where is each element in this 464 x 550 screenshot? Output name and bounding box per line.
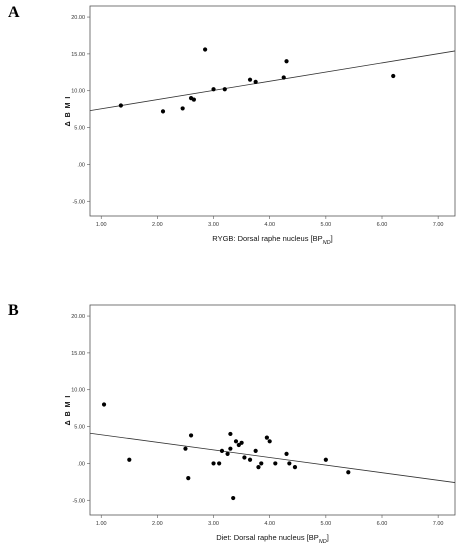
- panel-b-ytick-label: 15.00: [71, 351, 85, 357]
- panel-b-data-point: [188, 433, 194, 438]
- panel-b-data-point: [228, 446, 233, 451]
- panel-a-xtick-label: 2.00: [152, 222, 163, 228]
- panel-b-data-point: [284, 451, 289, 456]
- panel-b-data-point: [292, 465, 298, 470]
- panel-a-ytick-label: 15.00: [71, 52, 85, 58]
- panel-b-ytick-label: 10.00: [71, 388, 85, 394]
- panel-b-data-point: [346, 470, 351, 475]
- panel-b-data-point: [219, 448, 225, 453]
- panel-b-data-point: [231, 495, 236, 501]
- panel-a-ytick-label: .00: [77, 162, 85, 168]
- panel-b-data-point: [287, 461, 292, 466]
- panel-b-data-point: [236, 442, 241, 448]
- panel-b-fit-line: [89, 432, 456, 483]
- panel-b-data-point: [225, 451, 230, 456]
- panel-a-xtick-label: 6.00: [377, 222, 388, 228]
- panel-b-xtick-label: 2.00: [152, 521, 163, 527]
- panel-a-ytick-label: -5.00: [72, 199, 85, 205]
- panel-a-data-point: [191, 97, 196, 102]
- panel-a-xtick-label: 4.00: [264, 222, 275, 228]
- panel-b-xtick-label: 1.00: [96, 521, 107, 527]
- panel-b-xtick-label: 4.00: [264, 521, 275, 527]
- panel-b-data-point: [101, 402, 107, 407]
- panel-a-xtick-label: 1.00: [96, 222, 107, 228]
- panel-b-letter: B: [8, 302, 19, 319]
- panel-a-data-point: [222, 87, 227, 92]
- panel-b-data-point: [183, 446, 188, 451]
- panel-b-data-point: [233, 439, 239, 444]
- panel-b-ytick-label: .00: [77, 461, 85, 467]
- panel-a-plot-frame: [89, 5, 456, 217]
- panel-a-ytick-label: 20.00: [71, 15, 85, 21]
- panel-b-data-point: [273, 461, 278, 466]
- panel-a-xtick-label: 3.00: [208, 222, 219, 228]
- panel-b-data-point: [228, 431, 233, 437]
- panel-a-data-point: [180, 106, 185, 111]
- panel-b-data-point: [247, 457, 253, 462]
- panel-a-letter: A: [8, 4, 20, 21]
- panel-b-data-point: [256, 465, 261, 470]
- panel-a-xtick-label: 5.00: [320, 222, 331, 228]
- panel-b-data-point: [264, 435, 269, 440]
- panel-b-data-point: [127, 457, 132, 462]
- panel-b-xtick-label: 5.00: [320, 521, 331, 527]
- panel-b-data-point: [239, 440, 244, 445]
- panel-a-fit-line: [89, 50, 456, 112]
- panel-b-data-point: [217, 461, 222, 466]
- panel-a-data-point: [211, 87, 216, 92]
- panel-a-data-point: [118, 103, 123, 108]
- panel-a-ytick-label: 10.00: [71, 89, 85, 95]
- panel-a-ytick-label: 5.00: [74, 126, 85, 132]
- panel-b-y-axis-label: Δ B M I: [65, 395, 72, 426]
- panel-b-ytick-label: 20.00: [71, 314, 85, 320]
- panel-b-plot-frame: [89, 304, 456, 516]
- panel-b-data-point: [323, 457, 328, 462]
- panel-b-data-point: [186, 476, 191, 481]
- panel-a-data-point: [391, 73, 396, 79]
- panel-a-data-point: [253, 79, 258, 84]
- panel-a-x-axis-label: RYGB: Dorsal raphe nucleus [BPND]: [212, 234, 332, 246]
- panel-a-data-point: [281, 75, 286, 80]
- panel-a-data-point: [247, 77, 253, 82]
- panel-a-y-axis-label: Δ B M I: [65, 96, 72, 127]
- panel-a-xtick-label: 7.00: [433, 222, 444, 228]
- panel-b-xtick-label: 6.00: [377, 521, 388, 527]
- panel-b-xtick-label: 3.00: [208, 521, 219, 527]
- panel-b-ytick-label: 5.00: [74, 425, 85, 431]
- panel-b-data-point: [259, 461, 264, 466]
- panel-b-data-point: [253, 448, 258, 453]
- panel-b-ytick-label: -5.00: [72, 498, 85, 504]
- panel-a-data-point: [203, 47, 208, 52]
- panel-b-xtick-label: 7.00: [433, 521, 444, 527]
- panel-b-data-point: [211, 461, 216, 466]
- panel-b-data-point: [267, 439, 272, 444]
- panel-b-data-point: [242, 455, 247, 460]
- panel-a-data-point: [284, 59, 289, 64]
- panel-b-x-axis-label: Diet: Dorsal raphe nucleus [BPND]: [216, 533, 329, 545]
- panel-a-data-point: [160, 109, 166, 114]
